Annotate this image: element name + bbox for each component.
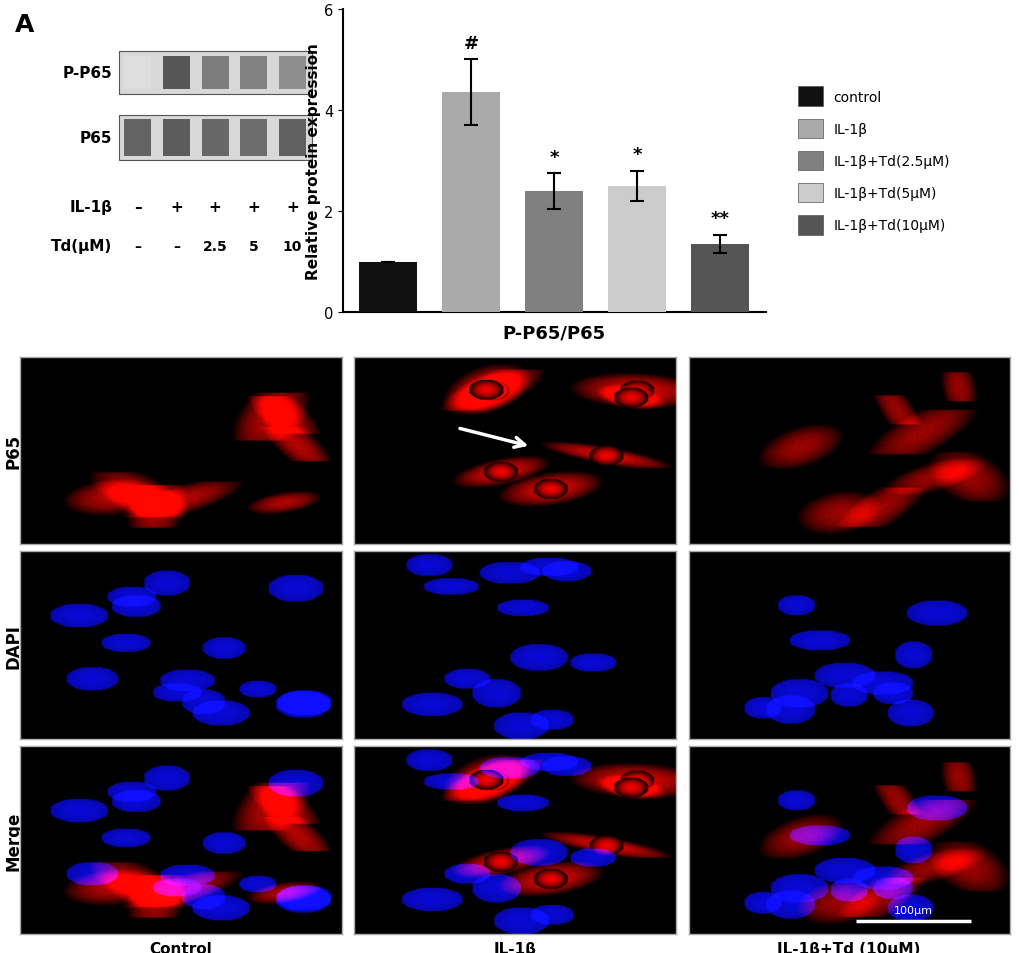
Text: P-P65: P-P65	[63, 66, 112, 81]
Text: +: +	[248, 199, 260, 214]
Y-axis label: Merge: Merge	[4, 811, 22, 870]
Text: IL-1β: IL-1β	[69, 199, 112, 214]
Text: –: –	[173, 239, 180, 253]
Text: #: #	[464, 34, 479, 52]
X-axis label: P-P65/P65: P-P65/P65	[502, 324, 605, 342]
X-axis label: IL-1β: IL-1β	[493, 941, 536, 953]
Bar	[279, 56, 306, 90]
Text: +: +	[170, 199, 182, 214]
Bar	[118, 115, 312, 161]
X-axis label: IL-1β+Td (10μM): IL-1β+Td (10μM)	[776, 941, 920, 953]
Bar	[202, 56, 228, 90]
Bar	[240, 56, 267, 90]
Y-axis label: Relative protein expression: Relative protein expression	[306, 43, 321, 279]
Bar	[525, 192, 583, 314]
Text: +: +	[209, 199, 221, 214]
Bar	[124, 56, 151, 90]
Text: **: **	[710, 210, 729, 228]
Bar	[202, 120, 228, 156]
Bar	[279, 120, 306, 156]
Bar	[124, 120, 151, 156]
X-axis label: Control: Control	[150, 941, 212, 953]
Text: *: *	[632, 146, 641, 164]
Bar	[607, 187, 665, 314]
Text: *: *	[549, 149, 558, 167]
Bar	[240, 120, 267, 156]
Text: 2.5: 2.5	[203, 239, 227, 253]
Text: +: +	[286, 199, 299, 214]
Text: A: A	[14, 12, 34, 36]
Text: –: –	[133, 199, 142, 214]
Bar	[118, 52, 312, 94]
Text: 5: 5	[249, 239, 259, 253]
Bar	[163, 120, 190, 156]
Y-axis label: P65: P65	[4, 434, 22, 468]
Text: B: B	[267, 0, 285, 4]
Y-axis label: DAPI: DAPI	[4, 623, 22, 668]
Bar	[442, 93, 500, 314]
Text: 100μm: 100μm	[893, 905, 932, 915]
Text: –: –	[135, 239, 142, 253]
Legend: control, IL-1β, IL-1β+Td(2.5μM), IL-1β+Td(5μM), IL-1β+Td(10μM): control, IL-1β, IL-1β+Td(2.5μM), IL-1β+T…	[797, 88, 950, 235]
Text: 10: 10	[282, 239, 302, 253]
Text: P65: P65	[81, 132, 112, 146]
Bar	[359, 262, 417, 314]
Bar	[163, 56, 190, 90]
Bar	[690, 245, 748, 314]
Text: Td(μM): Td(μM)	[51, 239, 112, 253]
